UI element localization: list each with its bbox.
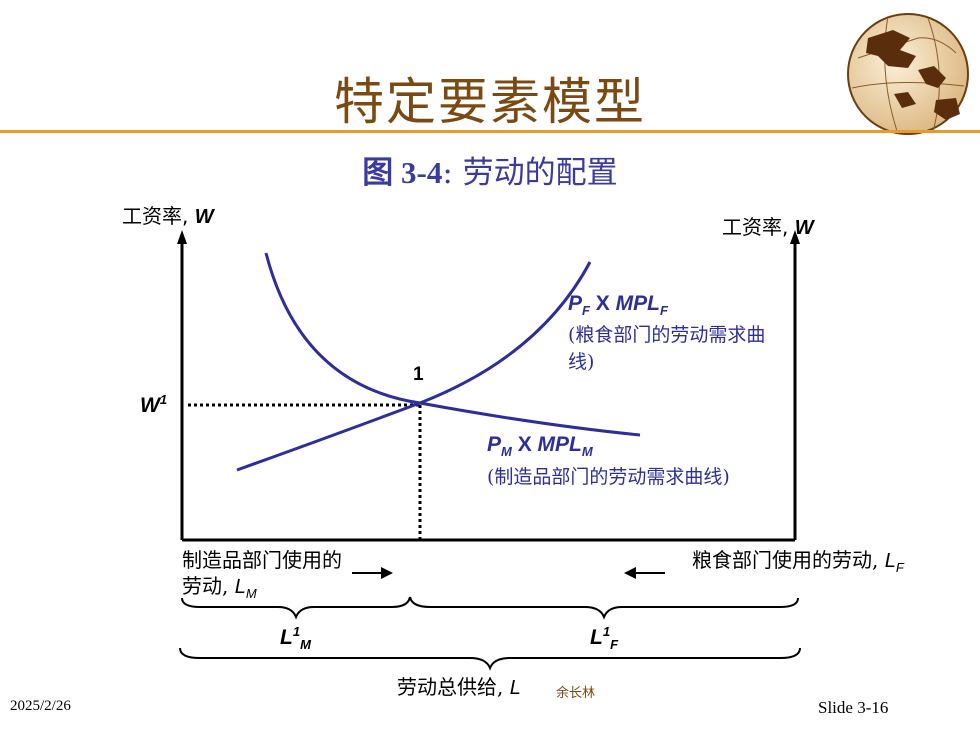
l1m-label: L1M (280, 624, 311, 652)
food-mpl: MPL (615, 292, 660, 315)
food-p: P (568, 292, 583, 315)
slide-number: Slide 3-16 (818, 698, 889, 717)
food-curve-formula: PF X MPLF (568, 292, 668, 318)
mfg-x: X (511, 433, 538, 456)
author-label: 余长林 (556, 686, 596, 701)
mfg-labor-sub: M (245, 586, 257, 601)
l1f-brace (409, 596, 799, 620)
slide-date: 2025/2/26 (10, 698, 71, 714)
left-axis-text: 工资率 (122, 204, 182, 228)
right-axis-text: 工资率 (722, 215, 782, 239)
globe-logo (847, 13, 969, 135)
total-labor-brace (179, 647, 801, 671)
food-labor-text: 粮食部门使用的劳动, (692, 548, 885, 572)
total-labor-text: 劳动总供给, (397, 675, 510, 699)
l1m-sub: M (300, 637, 311, 653)
left-axis-arrow (177, 230, 187, 244)
wage-w1-label: W1 (140, 392, 167, 418)
food-labor-var: L (884, 550, 896, 572)
mfg-labor-var: L (234, 576, 246, 598)
title-rule (0, 130, 980, 133)
food-labor-sub: F (895, 560, 904, 575)
food-left-arrow-head (624, 567, 636, 579)
w1-var: W (140, 394, 160, 417)
l1f-label: L1F (590, 624, 618, 652)
figure-caption-text: : 劳动的配置 (442, 155, 618, 191)
total-labor-var: L (509, 677, 521, 699)
figure-number: 图 3-4 (362, 155, 443, 190)
food-mpl-sub: F (659, 303, 668, 319)
food-curve-description: (粮食部门的劳动需求曲线) (568, 324, 766, 373)
food-labor-label: 粮食部门使用的劳动, LF (678, 547, 918, 581)
right-axis-var: W (794, 217, 814, 239)
mfg-labor-text: 制造品部门使用的劳动, (182, 548, 342, 598)
figure-caption: 图 3-4: 劳动的配置 (0, 147, 980, 192)
mfg-mpl-sub: M (581, 444, 593, 460)
l1f-sup: 1 (602, 624, 611, 639)
right-axis-label: 工资率, W (722, 215, 814, 239)
food-x: X (589, 292, 616, 315)
left-axis-var: W (194, 206, 214, 228)
l1m-var: L (280, 626, 293, 649)
w1-sup: 1 (159, 392, 168, 407)
l1f-var: L (590, 626, 603, 649)
mfg-curve-formula: PM X MPLM (487, 433, 593, 459)
total-labor-label: 劳动总供给, L (397, 674, 521, 701)
mfg-right-arrow-head (381, 567, 393, 579)
mfg-labor-label: 制造品部门使用的劳动, LM (182, 547, 358, 607)
l1m-sup: 1 (292, 624, 301, 639)
right-axis-arrow (790, 230, 800, 244)
l1m-brace (181, 596, 411, 620)
l1f-sub: F (610, 637, 619, 653)
mfg-p-sub: M (501, 444, 512, 460)
slide-title: 特定要素模型 (334, 73, 646, 131)
left-axis-label: 工资率, W (122, 204, 214, 228)
food-p-sub: F (582, 303, 590, 319)
mfg-mpl: MPL (537, 433, 582, 456)
equilibrium-point-label: 1 (413, 364, 424, 385)
mfg-p: P (487, 433, 502, 456)
mfg-curve-description: (制造品部门的劳动需求曲线) (487, 466, 730, 488)
manufacturing-demand-curve (264, 252, 641, 437)
